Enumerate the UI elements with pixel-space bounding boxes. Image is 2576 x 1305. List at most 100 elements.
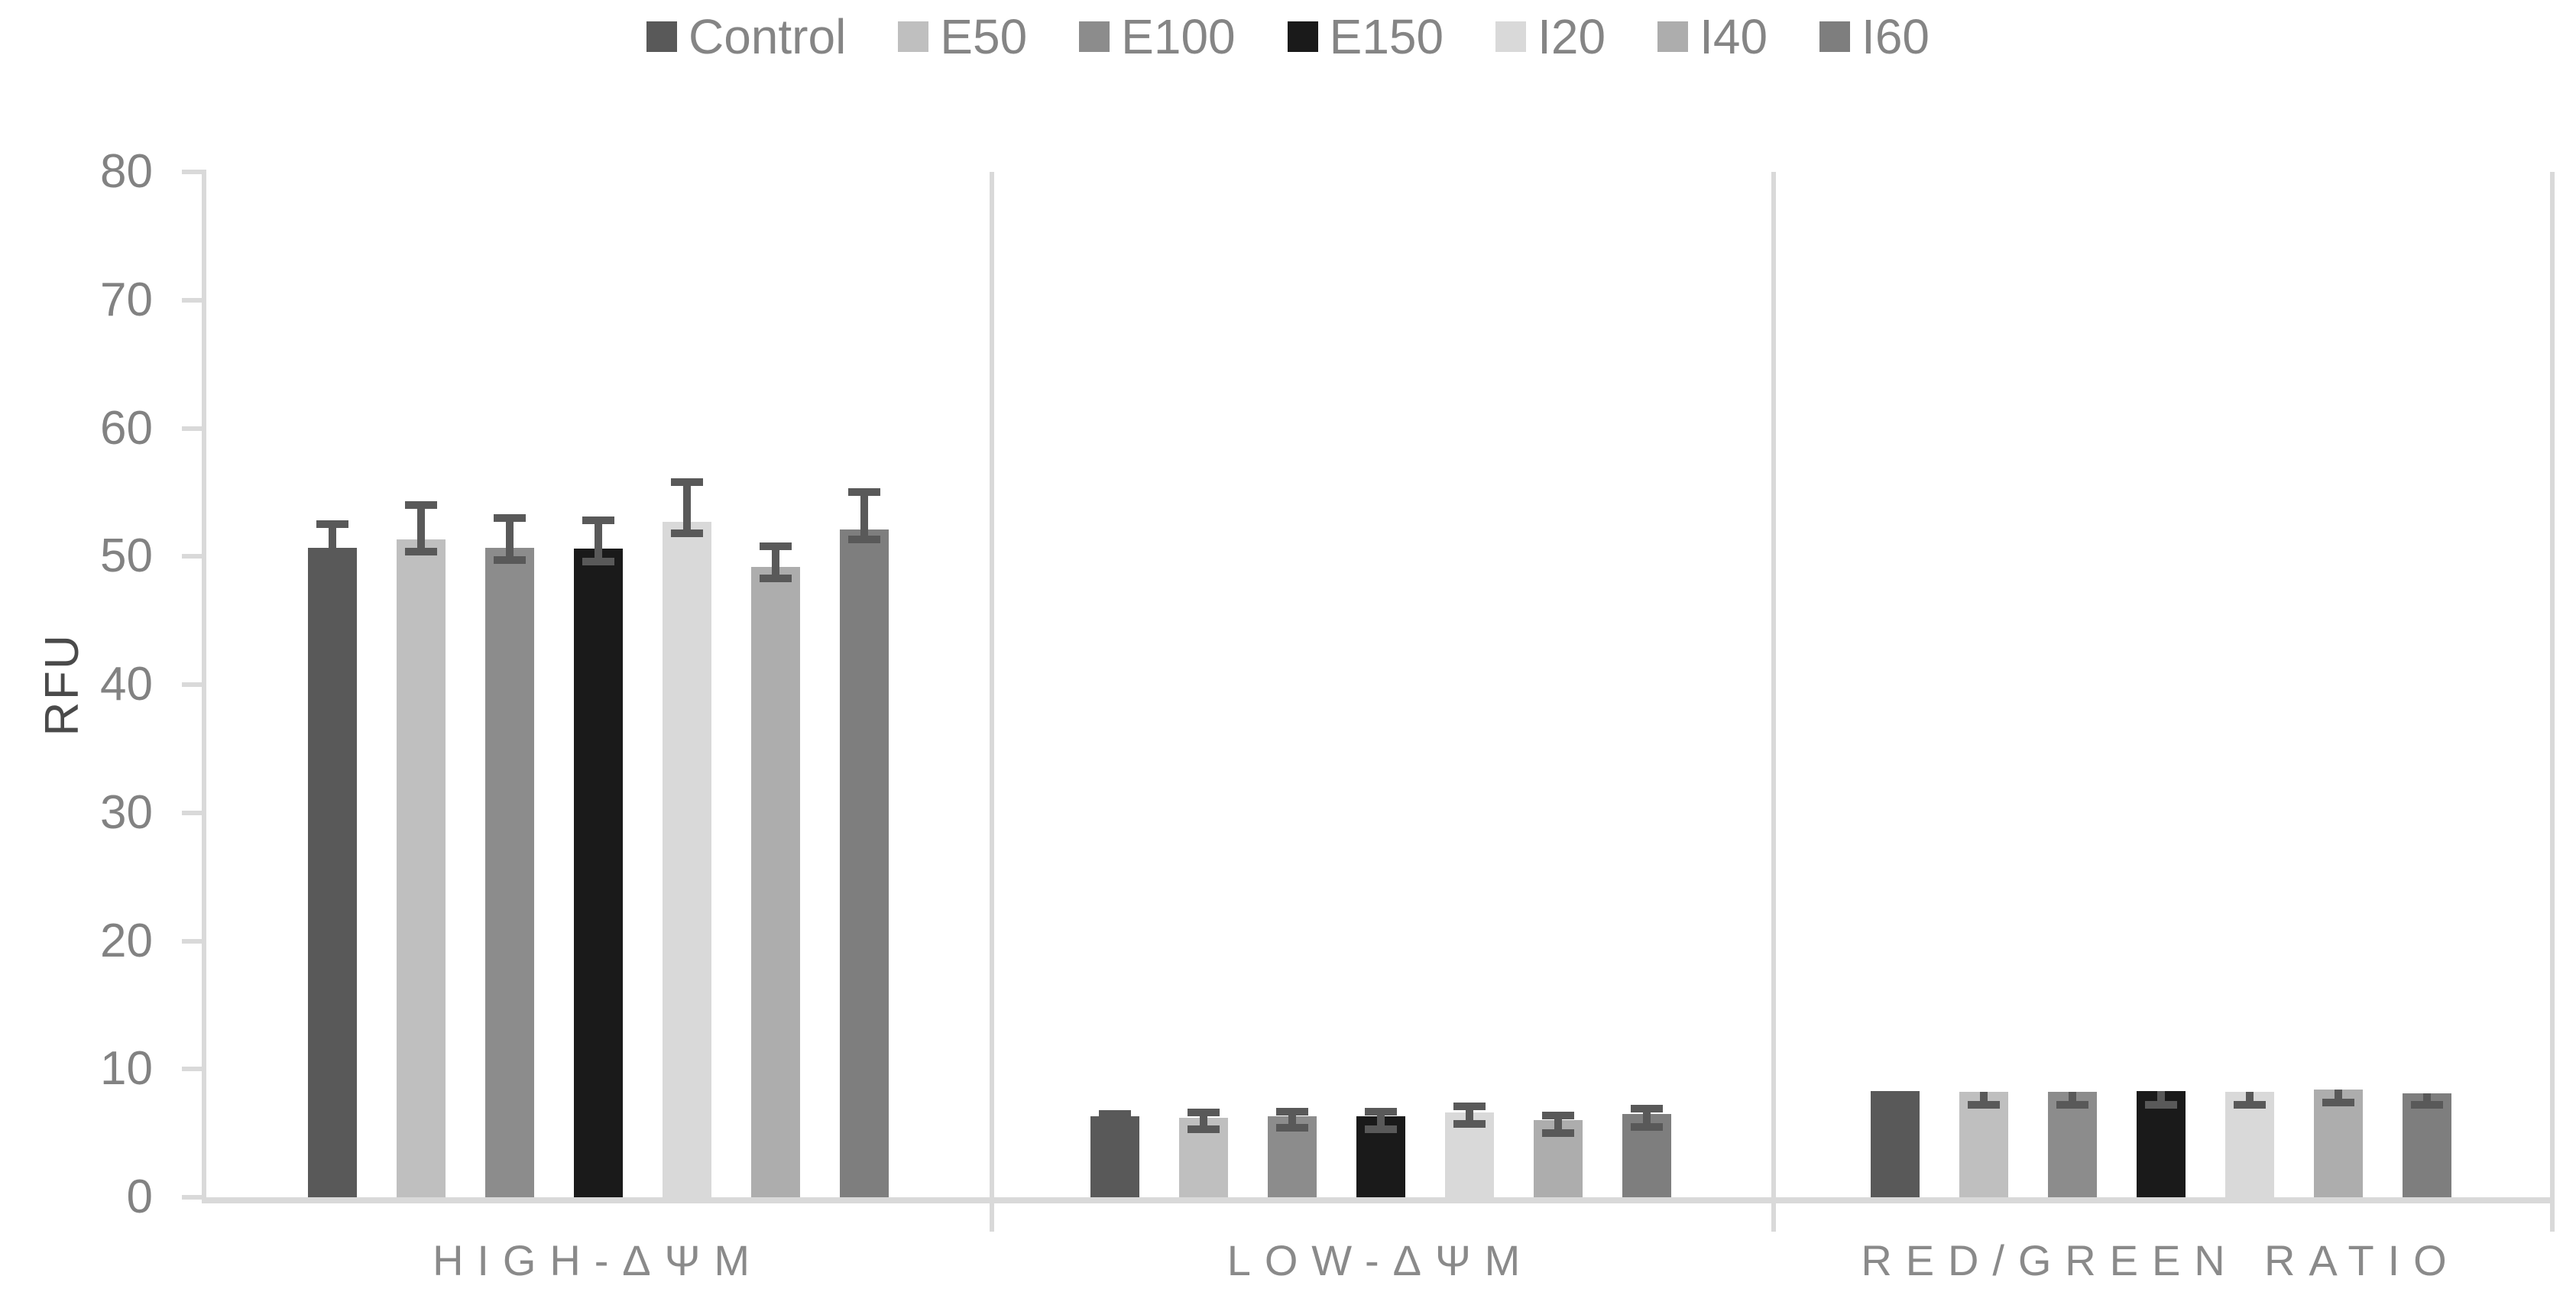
y-tick-label: 70 bbox=[100, 273, 153, 326]
panel-separator-line bbox=[2550, 172, 2555, 1232]
error-bar-whisker bbox=[1891, 1090, 1899, 1103]
error-bar-cap-top bbox=[847, 488, 880, 497]
error-bar-cap-bottom bbox=[847, 536, 880, 544]
error-bar-whisker bbox=[1979, 1092, 1988, 1106]
error-bar-cap-bottom bbox=[2410, 1101, 2443, 1109]
error-bar-cap-bottom bbox=[759, 574, 792, 582]
legend-label: I60 bbox=[1862, 9, 1930, 64]
legend-item: E50 bbox=[898, 12, 1027, 61]
error-bar-whisker bbox=[2245, 1092, 2254, 1106]
panel-separator-line bbox=[1771, 172, 1776, 1232]
error-bar-cap-bottom bbox=[1630, 1122, 1663, 1131]
legend-item: E100 bbox=[1079, 9, 1236, 64]
error-bar-whisker bbox=[505, 517, 514, 561]
error-bar-cap-bottom bbox=[1098, 1125, 1131, 1134]
legend-item: Control bbox=[646, 12, 846, 61]
error-bar-cap-top bbox=[759, 542, 792, 550]
error-bar-cap-bottom bbox=[1364, 1125, 1397, 1134]
y-tick-mark bbox=[182, 810, 206, 815]
bar-e50-1 bbox=[396, 539, 446, 1197]
bar-i20-3 bbox=[2224, 1092, 2274, 1197]
legend-swatch-icon bbox=[646, 21, 677, 52]
legend-swatch-icon bbox=[1287, 21, 1318, 52]
bar-e50-3 bbox=[1959, 1092, 2008, 1197]
error-bar-whisker bbox=[2422, 1093, 2431, 1106]
error-bar-cap-top bbox=[1187, 1109, 1220, 1117]
legend-swatch-icon bbox=[1819, 21, 1851, 52]
legend-swatch-icon bbox=[1657, 21, 1689, 52]
error-bar-cap-top bbox=[1275, 1107, 1308, 1116]
legend-item: I20 bbox=[1495, 12, 1606, 61]
error-bar-whisker bbox=[1642, 1109, 1651, 1127]
legend-swatch-icon bbox=[898, 21, 929, 52]
bar-e100-1 bbox=[484, 547, 534, 1197]
y-tick-label: 0 bbox=[126, 1171, 153, 1223]
legend: Control E50 E100 E150 I20 I40 I60 bbox=[0, 12, 2576, 61]
category-label: HIGH-ΔΨM bbox=[433, 1236, 763, 1284]
error-bar-whisker bbox=[1288, 1111, 1296, 1129]
y-tick-label: 80 bbox=[100, 145, 153, 198]
error-bar-cap-bottom bbox=[2322, 1098, 2354, 1106]
legend-item: I60 bbox=[1819, 12, 1930, 61]
error-bar-whisker bbox=[1554, 1115, 1562, 1134]
error-bar-cap-top bbox=[316, 520, 348, 529]
bar-i40-3 bbox=[2313, 1090, 2363, 1197]
error-bar-cap-bottom bbox=[1541, 1129, 1574, 1138]
error-bar-whisker bbox=[328, 524, 336, 561]
y-tick-label: 10 bbox=[100, 1042, 153, 1096]
error-bar-cap-top bbox=[670, 478, 703, 486]
legend-label: E100 bbox=[1121, 9, 1236, 64]
y-tick-mark bbox=[182, 682, 206, 687]
y-tick-mark bbox=[182, 297, 206, 303]
legend-swatch-icon bbox=[1079, 21, 1110, 52]
legend-item: I40 bbox=[1657, 12, 1768, 61]
y-tick-label: 50 bbox=[100, 529, 153, 583]
y-tick-label: 40 bbox=[100, 658, 153, 711]
legend-swatch-icon bbox=[1495, 21, 1527, 52]
error-bar-whisker bbox=[1465, 1106, 1473, 1125]
bar-e150-1 bbox=[573, 549, 623, 1197]
error-bar-cap-top bbox=[1364, 1107, 1397, 1116]
error-bar-cap-bottom bbox=[2233, 1101, 2266, 1109]
bar-control-1 bbox=[307, 547, 357, 1197]
y-tick-label: 60 bbox=[100, 401, 153, 455]
error-bar-cap-top bbox=[1630, 1105, 1663, 1113]
x-axis-line bbox=[202, 1197, 2555, 1203]
y-tick-mark bbox=[182, 938, 206, 944]
error-bar-cap-bottom bbox=[1878, 1098, 1911, 1106]
legend-label: I40 bbox=[1700, 9, 1768, 64]
error-bar-whisker bbox=[1110, 1113, 1119, 1130]
error-bar-whisker bbox=[2334, 1090, 2342, 1103]
bar-i20-1 bbox=[662, 521, 711, 1197]
panel-separator-line bbox=[990, 172, 994, 1232]
error-bar-cap-top bbox=[493, 513, 526, 522]
error-bar-whisker bbox=[1376, 1111, 1385, 1130]
category-label: LOW-ΔΨM bbox=[1226, 1236, 1534, 1284]
legend-item: E150 bbox=[1287, 12, 1444, 61]
error-bar-cap-top bbox=[1098, 1109, 1131, 1118]
error-bar-cap-top bbox=[1453, 1102, 1486, 1110]
error-bar-cap-bottom bbox=[2056, 1101, 2088, 1109]
error-bar-cap-top bbox=[582, 516, 614, 525]
legend-label: Control bbox=[688, 9, 847, 64]
error-bar-cap-bottom bbox=[670, 529, 703, 538]
error-bar-cap-top bbox=[1541, 1111, 1574, 1119]
error-bar-cap-bottom bbox=[2144, 1101, 2177, 1109]
error-bar-cap-bottom bbox=[1967, 1101, 2000, 1109]
error-bar-whisker bbox=[594, 520, 602, 562]
error-bar-cap-bottom bbox=[582, 557, 614, 565]
legend-label: I20 bbox=[1537, 9, 1606, 64]
y-tick-label: 30 bbox=[100, 785, 153, 839]
error-bar-cap-bottom bbox=[1453, 1120, 1486, 1129]
error-bar-cap-top bbox=[404, 501, 437, 510]
legend-label: E50 bbox=[940, 9, 1028, 64]
error-bar-whisker bbox=[860, 492, 868, 540]
bar-i40-1 bbox=[750, 566, 800, 1197]
y-tick-mark bbox=[182, 554, 206, 559]
error-bar-cap-bottom bbox=[404, 547, 437, 555]
error-bar-whisker bbox=[2156, 1090, 2165, 1106]
bar-i60-1 bbox=[839, 529, 889, 1197]
error-bar-cap-bottom bbox=[493, 556, 526, 565]
y-tick-label: 20 bbox=[100, 914, 153, 967]
